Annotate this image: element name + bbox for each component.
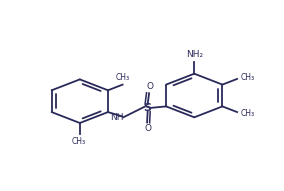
Text: CH₃: CH₃ bbox=[71, 137, 85, 146]
Text: O: O bbox=[147, 83, 154, 91]
Text: O: O bbox=[145, 124, 152, 133]
Text: CH₃: CH₃ bbox=[241, 74, 254, 83]
Text: CH₃: CH₃ bbox=[241, 108, 254, 117]
Text: NH₂: NH₂ bbox=[186, 50, 203, 59]
Text: CH₃: CH₃ bbox=[116, 73, 130, 82]
Text: S: S bbox=[144, 103, 152, 113]
Text: NH: NH bbox=[110, 113, 124, 122]
